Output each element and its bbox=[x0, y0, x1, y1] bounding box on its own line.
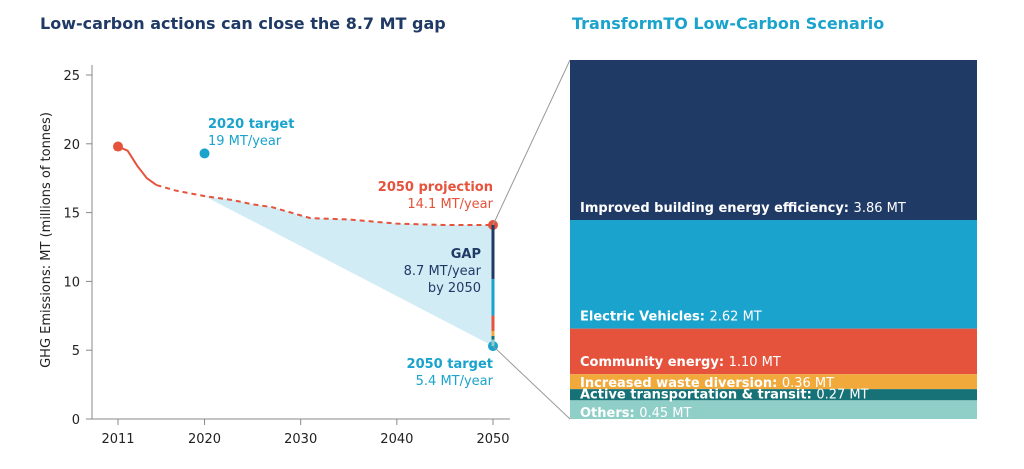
stack-segment-label: Increased waste diversion: 0.36 MT bbox=[580, 376, 834, 391]
y-axis-label: GHG Emissions: MT (millions of tonnes) bbox=[39, 112, 54, 368]
point-2020-target bbox=[199, 148, 210, 159]
x-tick-label: 2040 bbox=[380, 432, 413, 447]
y-tick-label: 5 bbox=[72, 344, 80, 359]
right-chart-title: TransformTO Low-Carbon Scenario bbox=[572, 14, 885, 33]
left-chart-title: Low-carbon actions can close the 8.7 MT … bbox=[40, 14, 446, 33]
stack-segment bbox=[570, 374, 977, 390]
gap-bar-segment bbox=[491, 330, 495, 337]
gap-label: GAP bbox=[451, 247, 481, 262]
gap-year: by 2050 bbox=[428, 281, 481, 296]
y-tick-label: 20 bbox=[63, 138, 80, 153]
projection-line bbox=[156, 184, 493, 226]
connector-bottom bbox=[492, 345, 571, 420]
historical-line bbox=[117, 145, 158, 186]
x-tick-label: 2011 bbox=[101, 432, 134, 447]
target-2020-value: 19 MT/year bbox=[208, 134, 282, 149]
stack-segment-label: Electric Vehicles: 2.62 MT bbox=[580, 310, 762, 325]
stack-segment bbox=[570, 400, 977, 419]
x-tick-label: 2030 bbox=[284, 432, 317, 447]
stack-segment bbox=[570, 328, 977, 375]
target-2050-value: 5.4 MT/year bbox=[416, 374, 494, 389]
y-tick-label: 10 bbox=[63, 275, 80, 290]
y-tick-label: 0 bbox=[72, 413, 80, 428]
gap-area bbox=[204, 196, 494, 347]
x-tick-label: 2050 bbox=[476, 432, 509, 447]
connector-top bbox=[492, 59, 571, 226]
gap-bar-segment bbox=[491, 336, 495, 340]
gap-value: 8.7 MT/year bbox=[404, 264, 482, 279]
target-2050-label: 2050 target bbox=[407, 357, 493, 372]
point-start bbox=[113, 141, 123, 152]
x-tick-label: 2020 bbox=[188, 432, 221, 447]
stack-segment-label: Improved building energy efficiency: 3.8… bbox=[580, 201, 906, 216]
projection-2050-label: 2050 projection bbox=[378, 180, 493, 195]
gap-bar-segment bbox=[491, 315, 495, 331]
stack-segment-label: Community energy: 1.10 MT bbox=[580, 355, 781, 370]
gap-bar-segment bbox=[491, 278, 495, 316]
target-2020-label: 2020 target bbox=[208, 117, 294, 132]
gap-bar-segment bbox=[491, 224, 495, 279]
stack-segment-label: Active transportation & transit: 0.27 MT bbox=[580, 387, 869, 402]
y-tick-label: 25 bbox=[63, 69, 80, 84]
stack-segment bbox=[570, 220, 977, 329]
stack-segment bbox=[570, 389, 977, 401]
projection-2050-value: 14.1 MT/year bbox=[407, 197, 493, 212]
y-tick-label: 15 bbox=[63, 207, 80, 222]
stack-segment-label: Others: 0.45 MT bbox=[580, 406, 692, 421]
stack-segment bbox=[570, 60, 977, 221]
gap-bar-segment bbox=[491, 339, 495, 347]
